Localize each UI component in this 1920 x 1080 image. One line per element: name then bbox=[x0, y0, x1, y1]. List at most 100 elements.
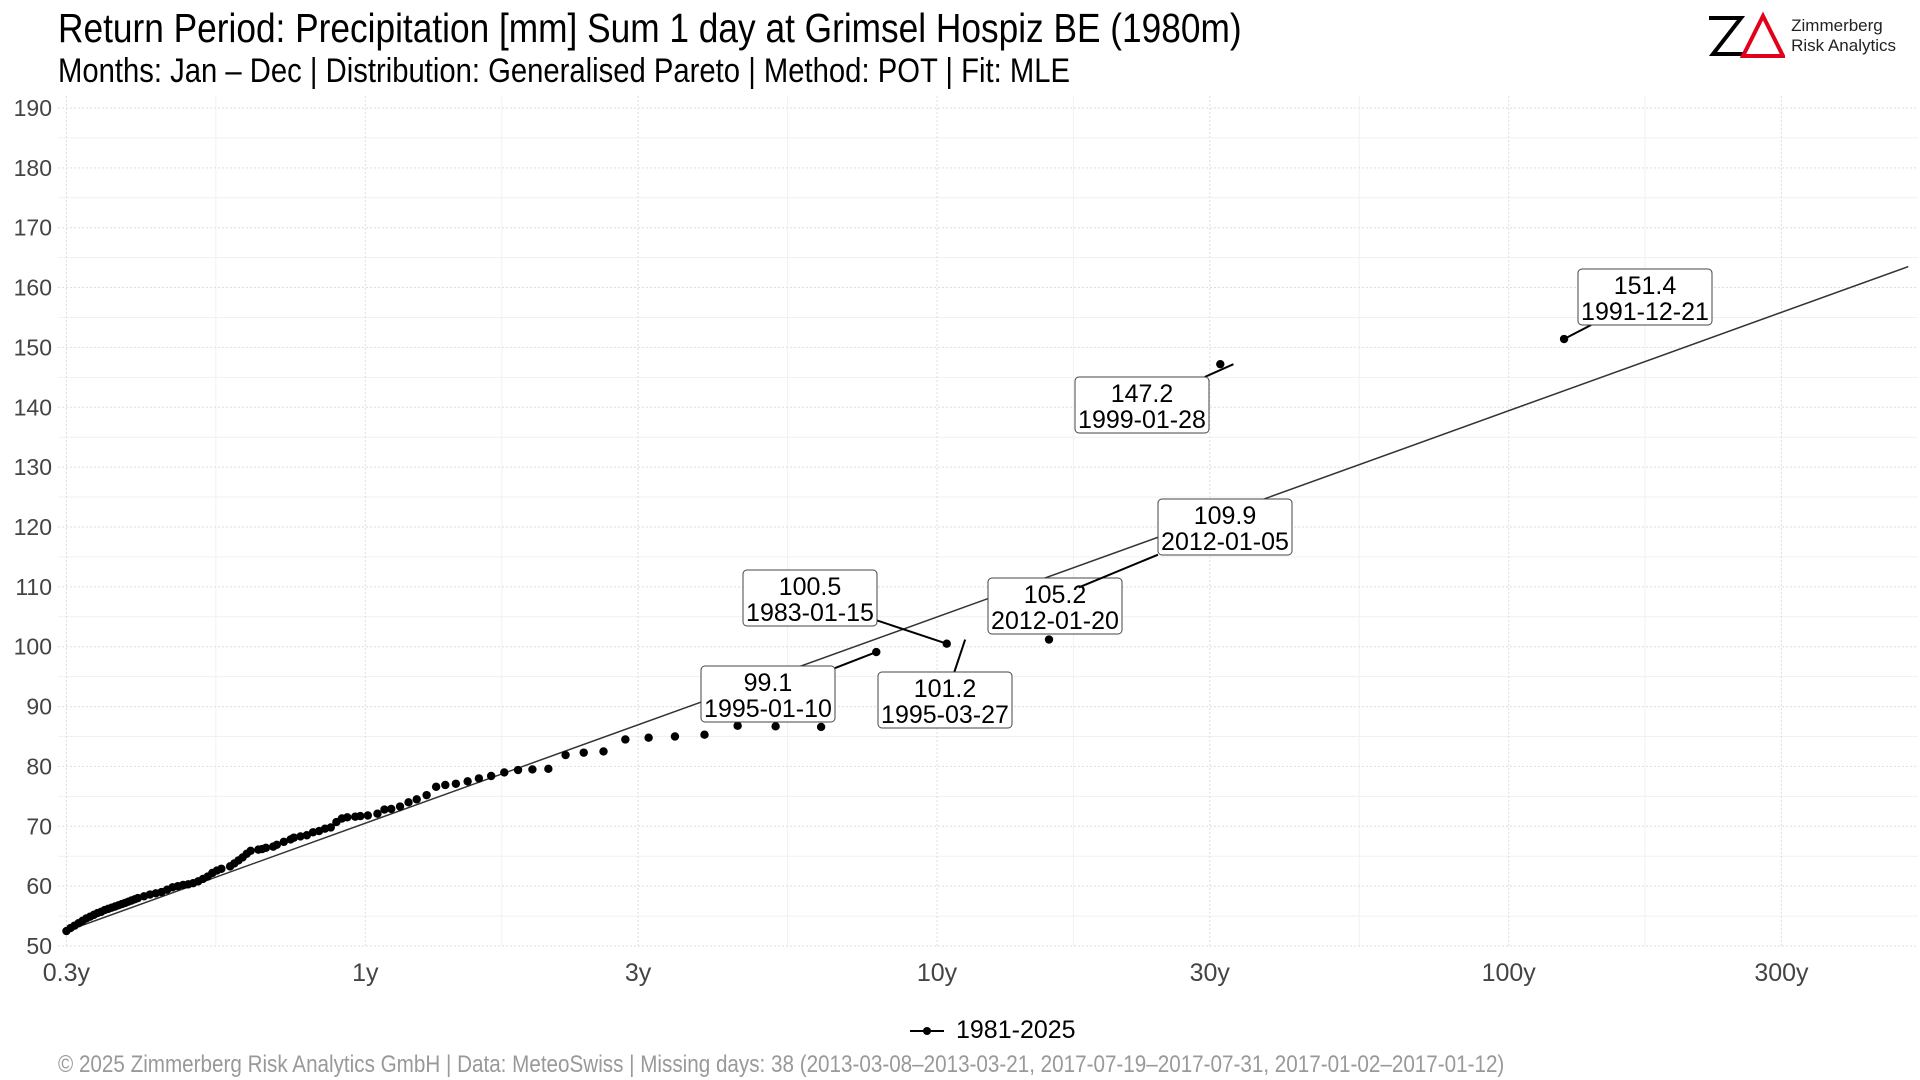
x-tick-label: 3y bbox=[625, 959, 652, 987]
data-point bbox=[544, 764, 553, 774]
callout-value: 109.9 bbox=[1194, 502, 1257, 530]
callout-box bbox=[700, 665, 836, 723]
logo-text: Zimmerberg Risk Analytics bbox=[1791, 16, 1896, 56]
data-point bbox=[279, 837, 288, 847]
callout-box bbox=[1074, 376, 1210, 434]
data-point bbox=[289, 833, 299, 842]
y-tick-label: 190 bbox=[14, 95, 52, 121]
callout-leader bbox=[953, 639, 967, 673]
y-tick-label: 160 bbox=[14, 275, 52, 301]
data-point bbox=[513, 765, 523, 775]
y-tick-label: 60 bbox=[26, 873, 52, 899]
data-point bbox=[356, 811, 365, 821]
callout-date: 1983-01-15 bbox=[746, 599, 874, 627]
x-tick-label: 10y bbox=[917, 959, 958, 987]
chart-subtitle: Months: Jan – Dec | Distribution: Genera… bbox=[58, 52, 1070, 90]
data-point bbox=[422, 790, 431, 800]
data-point bbox=[463, 777, 472, 786]
data-point bbox=[486, 771, 496, 781]
callout-date: 2012-01-20 bbox=[991, 607, 1119, 635]
callout-box bbox=[1157, 498, 1293, 556]
data-point bbox=[500, 768, 509, 777]
x-tick-label: 100y bbox=[1482, 959, 1537, 987]
y-tick-label: 100 bbox=[14, 634, 52, 660]
brand-logo[interactable]: Zimmerberg Risk Analytics bbox=[1705, 10, 1896, 62]
callout-leader bbox=[876, 619, 948, 645]
callout-box bbox=[742, 569, 878, 627]
data-point bbox=[272, 840, 281, 850]
callout-value: 100.5 bbox=[779, 573, 842, 601]
data-point bbox=[771, 722, 780, 731]
data-point bbox=[700, 730, 709, 739]
callout-value: 151.4 bbox=[1614, 272, 1677, 300]
y-tick-label: 70 bbox=[26, 813, 52, 839]
data-point bbox=[528, 765, 537, 774]
za-logo-icon bbox=[1709, 11, 1786, 58]
data-point bbox=[599, 747, 608, 756]
y-tick-label: 90 bbox=[26, 694, 52, 720]
callout-leader bbox=[1078, 553, 1159, 589]
y-tick-label: 170 bbox=[14, 215, 52, 241]
data-point bbox=[561, 750, 570, 760]
data-point bbox=[296, 832, 305, 841]
legend-marker-icon bbox=[910, 1021, 944, 1041]
chart-title: Return Period: Precipitation [mm] Sum 1 … bbox=[58, 5, 1242, 51]
data-point bbox=[644, 733, 653, 742]
data-point bbox=[1044, 635, 1054, 644]
y-tick-label: 140 bbox=[14, 394, 52, 420]
y-tick-label: 130 bbox=[14, 454, 52, 480]
x-tick-label: 1y bbox=[352, 959, 379, 987]
x-tick-label: 30y bbox=[1190, 959, 1231, 987]
callout-date: 1995-03-27 bbox=[881, 701, 1009, 729]
callout-box bbox=[1577, 268, 1713, 326]
data-point bbox=[217, 864, 226, 873]
y-tick-label: 80 bbox=[26, 753, 52, 779]
logo-line-2: Risk Analytics bbox=[1791, 36, 1896, 55]
data-point bbox=[816, 722, 826, 732]
data-point bbox=[670, 732, 680, 741]
callout-date: 1991-12-21 bbox=[1581, 298, 1709, 326]
copyright-footer: © 2025 Zimmerberg Risk Analytics GmbH | … bbox=[58, 1051, 1505, 1078]
x-tick-label: 0.3y bbox=[43, 959, 91, 987]
data-point bbox=[579, 748, 588, 757]
data-point bbox=[1216, 359, 1225, 369]
data-point bbox=[733, 721, 742, 730]
callout-date: 1995-01-10 bbox=[704, 695, 832, 723]
legend: 1981-2025 bbox=[910, 1016, 1076, 1045]
data-point bbox=[621, 735, 630, 744]
data-point bbox=[387, 804, 396, 814]
y-tick-label: 180 bbox=[14, 155, 52, 181]
data-point bbox=[363, 811, 373, 820]
data-point bbox=[441, 780, 450, 790]
fit-line bbox=[66, 265, 1909, 932]
callout-leader bbox=[834, 651, 877, 669]
data-point bbox=[302, 831, 312, 840]
data-point bbox=[246, 846, 255, 856]
data-point bbox=[373, 809, 382, 818]
callout-date: 1999-01-28 bbox=[1078, 406, 1206, 434]
data-point bbox=[431, 782, 441, 791]
callout-value: 147.2 bbox=[1111, 380, 1174, 408]
legend-label: 1981-2025 bbox=[956, 1016, 1076, 1044]
data-point bbox=[343, 813, 352, 822]
callout-value: 105.2 bbox=[1024, 581, 1087, 609]
y-tick-label: 50 bbox=[26, 933, 52, 959]
logo-line-1: Zimmerberg bbox=[1791, 16, 1883, 35]
data-point bbox=[474, 774, 484, 783]
y-tick-label: 120 bbox=[14, 514, 52, 540]
callout-box bbox=[987, 577, 1123, 635]
data-point bbox=[451, 779, 461, 788]
y-tick-label: 150 bbox=[14, 334, 52, 360]
x-tick-label: 300y bbox=[1754, 959, 1809, 987]
y-tick-label: 110 bbox=[15, 574, 52, 600]
callout-date: 2012-01-05 bbox=[1161, 528, 1289, 556]
data-point bbox=[404, 798, 413, 807]
data-point bbox=[380, 805, 389, 814]
callout-box bbox=[877, 671, 1013, 729]
callout-leader bbox=[1204, 363, 1234, 378]
callout-value: 99.1 bbox=[744, 669, 793, 697]
data-point bbox=[395, 802, 405, 811]
data-point bbox=[412, 795, 421, 804]
callout-value: 101.2 bbox=[914, 675, 977, 703]
